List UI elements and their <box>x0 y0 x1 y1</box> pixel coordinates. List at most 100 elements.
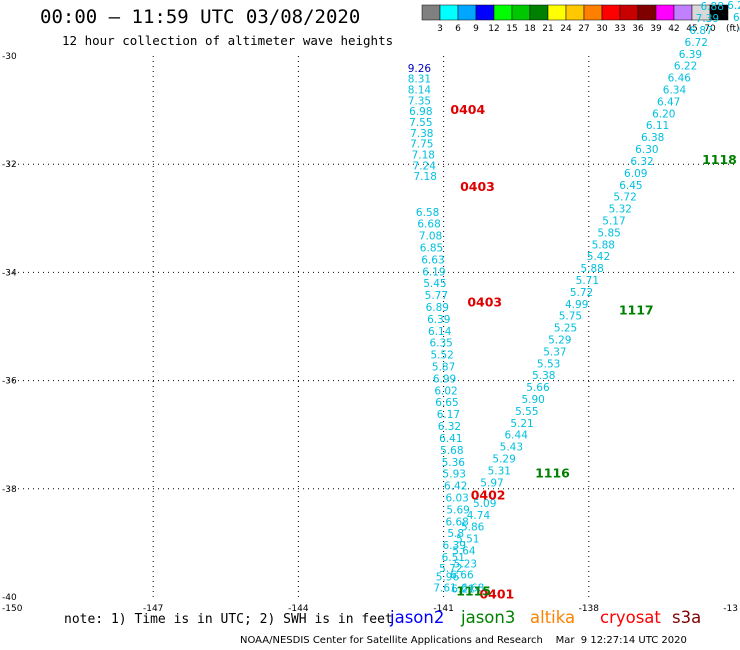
wave-height-point: 5.68 <box>440 445 463 457</box>
colorbar-swatch <box>637 4 657 21</box>
wave-height-point: 6.58 <box>416 207 439 219</box>
wave-height-point: 6.34 <box>663 85 687 97</box>
wave-height-point: 5.88 <box>580 263 603 275</box>
wave-height-point: 7.75 <box>410 139 433 151</box>
x-tick-label: -150 <box>2 604 23 614</box>
wave-height-point: 5.66 <box>526 382 550 394</box>
wave-height-point: 8.31 <box>408 74 431 86</box>
wave-height-point: 6.47 <box>739 24 740 36</box>
wave-height-point: 5.77 <box>425 290 448 302</box>
wave-height-point: 6.32 <box>438 421 461 433</box>
colorbar-swatch <box>529 4 549 21</box>
colorbar-swatch <box>583 4 603 21</box>
colorbar-label: 39 <box>650 24 662 34</box>
chart-subtitle: 12 hour collection of altimeter wave hei… <box>62 33 394 48</box>
wave-height-point: 5.55 <box>515 406 538 418</box>
colorbar-label: 42 <box>668 24 679 34</box>
pass-time-labels: 0404040304030402040111151116111711180 <box>450 102 737 601</box>
wave-height-point: 6.68 <box>461 582 484 594</box>
wave-height-point: 6.03 <box>445 492 468 504</box>
wave-height-point: 5.86 <box>461 522 485 534</box>
wave-height-point: 5.8 <box>447 528 464 540</box>
wave-height-point: 6.44 <box>505 430 529 442</box>
wave-height-point: 5.21 <box>510 418 533 430</box>
wave-height-point: 6.42 <box>444 481 467 493</box>
wave-height-point: 7.35 <box>408 95 431 107</box>
colorbar-swatch <box>475 4 495 21</box>
colorbar-swatch <box>655 4 675 21</box>
wave-height-point: 5.85 <box>597 227 620 239</box>
wave-height-point: 5.17 <box>602 215 625 227</box>
wave-height-point: 6.63 <box>421 254 444 266</box>
wave-height-point: 7.39 <box>696 13 719 25</box>
wave-height-point: 5.43 <box>500 442 523 454</box>
colorbar-label: 15 <box>506 24 517 34</box>
wave-height-point: 6.68 <box>445 516 468 528</box>
pass-time-label: 1116 <box>535 466 570 481</box>
colorbar-swatch <box>457 4 477 21</box>
colorbar-swatch <box>439 4 459 21</box>
wave-height-point: 6.39 <box>679 49 702 61</box>
colorbar-label: 12 <box>488 24 499 34</box>
y-tick-label: -32 <box>2 160 17 170</box>
x-tick-label: -141 <box>433 604 453 614</box>
wave-height-point: 6.98 <box>409 106 432 118</box>
satellite-label-altika: altika <box>530 608 576 627</box>
colorbar-swatch <box>601 4 621 21</box>
colorbar-label: 36 <box>632 24 644 34</box>
pass-time-label: 1115 <box>456 584 491 599</box>
wave-height-point: 5.31 <box>488 465 511 477</box>
wave-height-point: 7.24 <box>413 160 437 172</box>
wave-height-point: 5.29 <box>548 334 571 346</box>
colorbar-label: 18 <box>524 24 536 34</box>
wave-height-point: 5.97 <box>480 477 503 489</box>
pass-time-label: 0401 <box>479 586 514 601</box>
wave-height-point: 5.53 <box>537 358 560 370</box>
wave-height-point: 5.52 <box>430 350 453 362</box>
wave-height-point: 4.74 <box>467 510 491 522</box>
wave-height-point: 6.38 <box>641 132 664 144</box>
wave-height-point: 8.14 <box>408 85 432 97</box>
satellite-label-cryosat: cryosat <box>600 608 661 627</box>
colorbar-label: 6 <box>455 24 461 34</box>
colorbar-label: 9 <box>473 24 479 34</box>
colorbar-label: 27 <box>578 24 589 34</box>
colorbar-legend: 3 6 9 12 15 18 21 24 27 30 33 36 39 42 45 70 (ft) <box>421 4 740 34</box>
wave-height-point: 5.23 <box>454 558 477 570</box>
wave-height-point: 5.72 <box>613 192 636 204</box>
wave-height-point: 5.87 <box>432 362 455 374</box>
wave-height-point: 5.36 <box>442 457 466 469</box>
wave-height-point: 5.51 <box>456 534 479 546</box>
axis-ticks: -30 -32 -34 -36 -38 -40-150 -147 -144 -141 -138 -1… <box>2 52 738 614</box>
wave-height-point: 6.02 <box>434 385 457 397</box>
colorbar-swatch <box>565 4 585 21</box>
wave-height-point: 6.85 <box>707 0 730 1</box>
wave-height-point: 5.75 <box>559 311 582 323</box>
wave-height-point: 5.45 <box>423 278 446 290</box>
wave-height-point: 6.99 <box>433 373 456 385</box>
wave-height-point: 6.32 <box>630 156 653 168</box>
wave-height-point: 5.72 <box>570 287 593 299</box>
wave-height-point: 6.24 <box>733 12 740 24</box>
pass-time-label: 1118 <box>702 152 737 167</box>
wave-height-point: 6.51 <box>442 552 465 564</box>
colorbar-swatch <box>421 4 441 21</box>
wave-height-point: 6.30 <box>635 144 658 156</box>
wave-height-point: 5.38 <box>532 370 555 382</box>
wave-height-point: 6.09 <box>624 168 647 180</box>
wave-height-point: 6.11 <box>646 120 669 132</box>
wave-height-point: 6.72 <box>685 37 708 49</box>
wave-height-point: 5.09 <box>473 498 496 510</box>
wave-height-point: 6.39 <box>427 314 450 326</box>
y-tick-label: -40 <box>2 593 17 603</box>
colorbar-label: 3 <box>437 24 443 34</box>
wave-height-point: 5.25 <box>554 323 577 335</box>
wave-height-point: 6.17 <box>437 409 460 421</box>
wave-height-point: 9.26 <box>408 63 432 75</box>
pass-time-label: 0403 <box>460 179 495 194</box>
wave-height-point: 5.93 <box>443 469 466 481</box>
colorbar-label: 21 <box>542 24 553 34</box>
satellite-label-jason3: jason3 <box>461 608 516 627</box>
wave-height-point: 6.20 <box>652 108 675 120</box>
y-tick-label: -30 <box>2 52 17 62</box>
